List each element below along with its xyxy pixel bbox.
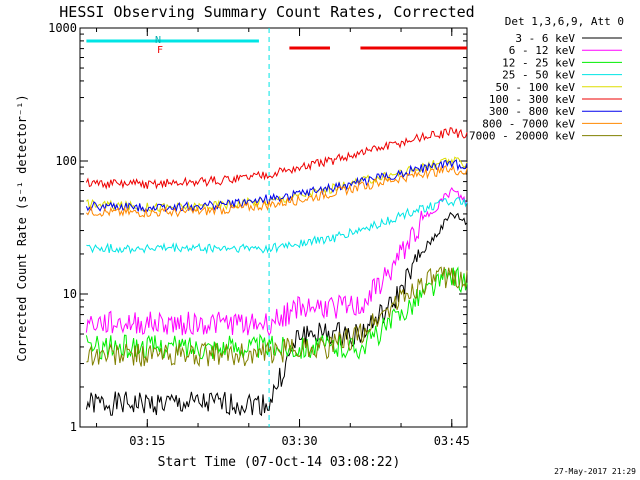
legend-label: 6 - 12 keV <box>509 44 576 57</box>
y-axis: 1 10 100 1000 <box>48 21 467 434</box>
series-line <box>86 266 468 368</box>
flag-letter-n: N <box>155 35 161 46</box>
x-tick-label: 03:45 <box>434 434 470 448</box>
legend-label: 25 - 50 keV <box>502 69 575 82</box>
legend-header: Det 1,3,6,9, Att 0 <box>505 15 624 28</box>
y-tick-label: 1 <box>70 420 77 434</box>
series-line <box>85 187 468 337</box>
legend-label: 300 - 800 keV <box>489 105 575 118</box>
flag-letter-f: F <box>157 45 163 56</box>
series-line <box>85 266 468 360</box>
plot-frame <box>79 27 468 428</box>
series-line <box>85 159 468 213</box>
legend-label: 50 - 100 keV <box>496 81 576 94</box>
legend-label: 800 - 7000 keV <box>482 117 575 130</box>
legend-label: 100 - 300 keV <box>489 93 575 106</box>
x-axis: 03:15 03:30 03:45 <box>96 28 470 448</box>
legend-label: 7000 - 20000 keV <box>469 130 575 143</box>
series-line <box>86 197 468 255</box>
night-bar-segment <box>86 39 259 43</box>
series-line <box>85 127 468 190</box>
series-line <box>85 211 468 417</box>
y-tick-label: 1000 <box>48 21 77 35</box>
series-line <box>86 165 468 218</box>
footer-date: 27-May-2017 21:29 <box>554 467 636 476</box>
y-tick-label: 10 <box>63 287 77 301</box>
series-line <box>86 156 468 213</box>
x-tick-label: 03:15 <box>129 434 165 448</box>
legend-label: 3 - 6 keV <box>515 32 575 45</box>
y-tick-label: 100 <box>55 154 77 168</box>
legend-label: 12 - 25 keV <box>502 56 575 69</box>
flare-bar-segment <box>289 46 330 50</box>
x-axis-label: Start Time (07-Oct-14 03:08:22) <box>158 455 401 470</box>
flare-bar-segment <box>360 46 467 50</box>
status-bars <box>86 39 467 50</box>
series-layer <box>85 127 468 417</box>
x-tick-label: 03:30 <box>281 434 317 448</box>
y-axis-label: Corrected Count Rate (s⁻¹ detector⁻¹) <box>15 94 29 361</box>
chart-title: HESSI Observing Summary Count Rates, Cor… <box>59 3 474 21</box>
